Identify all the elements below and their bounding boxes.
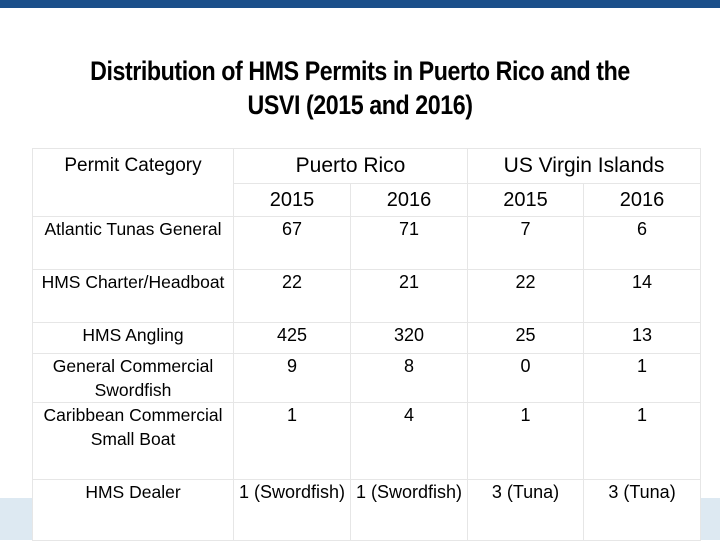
cell-value: 7 bbox=[467, 216, 584, 270]
row-category: General Commercial Swordfish bbox=[32, 353, 234, 403]
header-permit-category: Permit Category bbox=[32, 148, 234, 217]
slide-title: Distribution of HMS Permits in Puerto Ri… bbox=[50, 54, 669, 122]
cell-value: 425 bbox=[233, 322, 351, 354]
cell-value: 25 bbox=[467, 322, 584, 354]
cell-value: 71 bbox=[350, 216, 468, 270]
row-category: HMS Charter/Headboat bbox=[32, 269, 234, 323]
title-line-1: Distribution of HMS Permits in Puerto Ri… bbox=[90, 56, 630, 86]
table-row: Atlantic Tunas General 67 71 7 6 bbox=[32, 216, 702, 270]
table-row: HMS Charter/Headboat 22 21 22 14 bbox=[32, 269, 702, 323]
cell-value: 22 bbox=[467, 269, 584, 323]
cell-value: 1 (Swordfish) bbox=[350, 479, 468, 541]
row-category: Atlantic Tunas General bbox=[32, 216, 234, 270]
header-row-year: 2015 2016 2015 2016 bbox=[33, 183, 702, 217]
row-category: HMS Dealer bbox=[32, 479, 234, 541]
row-category: HMS Angling bbox=[32, 322, 234, 354]
cell-value: 14 bbox=[582, 269, 702, 323]
header-year: 2016 bbox=[582, 183, 702, 217]
header-region-usvi: US Virgin Islands bbox=[466, 148, 702, 184]
cell-value: 1 (Swordfish) bbox=[233, 479, 351, 541]
cell-value: 9 bbox=[233, 353, 351, 403]
cell-value: 4 bbox=[350, 402, 468, 480]
header-region-puerto-rico: Puerto Rico bbox=[233, 148, 468, 184]
cell-value: 21 bbox=[350, 269, 468, 323]
cell-value: 3 (Tuna) bbox=[582, 479, 702, 541]
cell-value: 1 bbox=[467, 402, 584, 480]
header-permit-category-label: Permit Category bbox=[64, 155, 202, 176]
cell-value: 1 bbox=[233, 402, 351, 480]
cell-value: 67 bbox=[233, 216, 351, 270]
table-row: HMS Angling 425 320 25 13 bbox=[32, 322, 702, 354]
top-accent-bar bbox=[0, 0, 720, 8]
cell-value: 13 bbox=[582, 322, 702, 354]
row-category: Caribbean Commercial Small Boat bbox=[32, 402, 234, 480]
cell-value: 8 bbox=[350, 353, 468, 403]
permits-table: Permit Category Puerto Rico US Virgin Is… bbox=[32, 148, 702, 541]
header-year: 2016 bbox=[350, 183, 468, 217]
cell-value: 3 (Tuna) bbox=[467, 479, 584, 541]
table-row: Caribbean Commercial Small Boat 1 4 1 1 bbox=[32, 402, 702, 480]
table-row: General Commercial Swordfish 9 8 0 1 bbox=[32, 353, 702, 403]
cell-value: 0 bbox=[467, 353, 584, 403]
cell-value: 320 bbox=[350, 322, 468, 354]
header-year: 2015 bbox=[233, 183, 351, 217]
header-row-region: Permit Category Puerto Rico US Virgin Is… bbox=[32, 148, 702, 217]
header-year: 2015 bbox=[467, 183, 584, 217]
table-row: HMS Dealer 1 (Swordfish) 1 (Swordfish) 3… bbox=[32, 479, 702, 541]
cell-value: 1 bbox=[582, 353, 702, 403]
cell-value: 22 bbox=[233, 269, 351, 323]
cell-value: 6 bbox=[582, 216, 702, 270]
cell-value: 1 bbox=[582, 402, 702, 480]
title-line-2: USVI (2015 and 2016) bbox=[247, 90, 473, 120]
